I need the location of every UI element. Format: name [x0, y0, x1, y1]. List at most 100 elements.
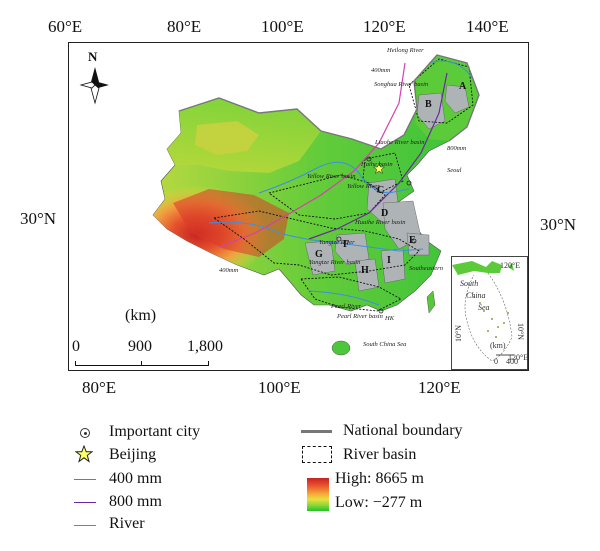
scale-tick-0: 0 [72, 338, 80, 355]
region-d: D [381, 208, 389, 219]
north-arrow-icon [79, 67, 109, 105]
legend-basin-label: River basin [343, 446, 417, 463]
inset-map: 120°E South China Sea 10°N 10°N (km) 0 4… [451, 256, 528, 370]
inset-islands [473, 296, 509, 338]
label-haihe: Haihe basin [361, 161, 393, 168]
tarim-basin [195, 121, 259, 155]
region-e: E [409, 235, 416, 246]
legend-beijing-star-icon [75, 445, 93, 463]
scale-unit: (km) [125, 307, 157, 324]
map-frame: N A B C D E F G H I Heilong River Songhu… [68, 42, 529, 371]
china-elevation-map [79, 54, 480, 356]
label-pearl-basin: Pearl River basin [337, 313, 383, 320]
inset-china: China [466, 291, 486, 300]
city-marker [411, 238, 417, 244]
top-lon-60: 60°E [48, 17, 83, 36]
region-i-area [380, 248, 406, 284]
inset-km: (km) [490, 341, 506, 350]
legend-high-label: High: 8665 m [335, 470, 424, 487]
plateau-core [173, 189, 289, 257]
yangtze-river-line [208, 221, 424, 252]
label-iso800-a: 800mm [447, 145, 467, 152]
label-yangtze-basin: Yangtze River basin [309, 259, 361, 266]
city-marker [336, 236, 342, 242]
rivers [208, 60, 474, 306]
inset-lat-left: 10°N [454, 325, 463, 342]
inset-top-lon: 120°E [500, 261, 521, 270]
inset-lat-right: 10°N [516, 323, 525, 340]
label-south-china-sea: South China Sea [363, 341, 407, 348]
inset-coast [452, 261, 502, 275]
pearl-basin-outline [300, 276, 402, 312]
inset-taiwan [508, 263, 514, 271]
label-heilong: Heilong River [387, 47, 424, 54]
legend-boundary-label: National boundary [343, 422, 463, 439]
yellow-basin-outline [267, 174, 386, 220]
region-a: A [459, 81, 467, 92]
haihe-basin-outline [362, 152, 404, 194]
national-boundary [178, 54, 480, 150]
top-lon-80: 80°E [167, 17, 202, 36]
region-b: B [425, 99, 432, 110]
legend-400mm-line [74, 479, 96, 480]
pearl-river-line [308, 290, 380, 306]
bottom-lon-100: 100°E [258, 378, 301, 397]
city-marker [378, 308, 384, 314]
inset-south: South [460, 279, 479, 288]
label-iso400-b: 400mm [219, 267, 239, 274]
cities [336, 156, 417, 314]
top-lon-140: 140°E [466, 17, 509, 36]
right-lat-30: 30°N [540, 215, 577, 234]
hainan-island [331, 340, 351, 356]
bottom-lon-80: 80°E [82, 378, 117, 397]
region-i: I [387, 255, 391, 266]
scale-tick-900: 900 [128, 338, 152, 355]
city-marker [366, 156, 372, 162]
region-h: H [361, 265, 369, 276]
yellow-river-line [258, 161, 410, 194]
label-iso400-a: 400mm [371, 67, 391, 74]
city-marker [406, 180, 412, 186]
bottom-lon-120: 120°E [418, 378, 461, 397]
songhua-basin-outline [408, 58, 474, 124]
legend-400mm-label: 400 mm [109, 470, 162, 487]
legend-beijing-label: Beijing [109, 446, 157, 463]
beijing-star [372, 162, 386, 175]
label-southeast: Southeastern [409, 265, 443, 272]
legend-city-dot [83, 431, 87, 435]
scale-bar-mid [141, 361, 142, 366]
legend-elevation-ramp [307, 478, 329, 511]
label-songhua: Songhua River basin [374, 81, 429, 88]
heilong-river-line [428, 60, 474, 80]
label-seoul: Seoul [447, 167, 462, 174]
region-b-area [416, 92, 446, 130]
scale-tick-1800: 1,800 [187, 338, 223, 355]
inset-sea: Sea [478, 303, 490, 312]
label-yellow-river: Yellow River [347, 183, 380, 190]
label-hk: HK [385, 315, 395, 322]
taiwan-island [426, 290, 436, 314]
top-lon-120: 120°E [363, 17, 406, 36]
label-pearl: Pearl River [331, 303, 362, 310]
study-regions [304, 84, 470, 292]
top-lon-100: 100°E [261, 17, 304, 36]
isoline-400mm [218, 62, 406, 248]
river-basin-outlines [212, 58, 474, 312]
legend-800mm-label: 800 mm [109, 493, 162, 510]
region-g: G [315, 249, 323, 260]
inset-scale-400: 400 [506, 357, 518, 366]
inset-bottom-lon: 120°E [508, 353, 529, 362]
legend-river-label: River [109, 515, 145, 532]
north-label: N [88, 49, 98, 64]
legend-boundary-line [301, 430, 332, 433]
legend-city-icon [80, 428, 90, 438]
legend-low-label: Low: −277 m [335, 494, 423, 511]
label-yellow-basin: Yellow River basin [307, 173, 356, 180]
region-a-area [444, 84, 470, 114]
label-huai: Huaihe River basin [355, 219, 406, 226]
region-h-area [354, 258, 380, 292]
region-c: C [377, 185, 385, 196]
inset-map-graphic [452, 257, 527, 369]
label-liaohe: Liaohe River basin [375, 139, 425, 146]
legend-river-line [74, 525, 96, 526]
